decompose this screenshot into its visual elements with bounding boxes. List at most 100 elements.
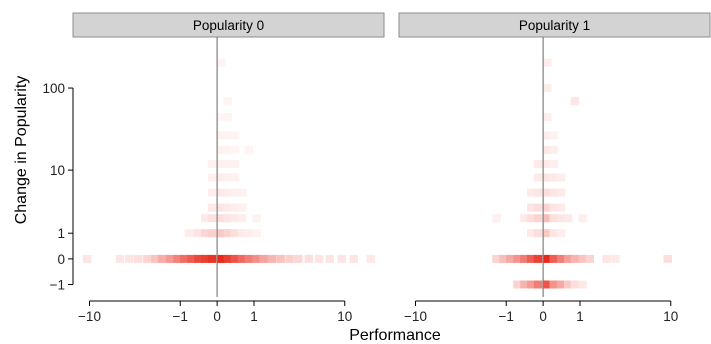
heatmap-cell xyxy=(543,131,552,140)
heatmap-cell xyxy=(543,280,552,289)
heatmap-cell xyxy=(134,254,143,263)
heatmap-cell xyxy=(201,229,210,238)
heatmap-cell xyxy=(223,113,232,122)
heatmap-cells xyxy=(492,58,672,289)
heatmap-cell xyxy=(237,188,247,197)
x-axis-panel-2: −10 −1 0 1 10 xyxy=(404,300,678,324)
heatmap-cell xyxy=(237,214,247,223)
heatmap-cell xyxy=(184,229,194,238)
heatmap-cell xyxy=(556,254,566,263)
heatmap-cell xyxy=(259,254,268,263)
x-tick-label: −1 xyxy=(499,309,514,324)
heatmap-cell xyxy=(527,214,536,223)
heatmap-cell xyxy=(563,280,573,289)
heatmap-cell xyxy=(533,254,543,263)
heatmap-cell xyxy=(543,173,552,182)
heatmap-cell xyxy=(230,203,240,212)
heatmap-cell xyxy=(223,229,232,238)
panel-strip xyxy=(72,12,385,38)
heatmap-cell xyxy=(543,145,552,154)
heatmap-cell xyxy=(207,229,217,238)
heatmap-cell xyxy=(563,254,573,263)
panels-layer: Popularity 0 Popularity 1 xyxy=(72,12,711,297)
heatmap-cell xyxy=(237,254,247,263)
panel-title: Popularity 1 xyxy=(519,18,590,33)
heatmap-cell xyxy=(207,254,217,263)
heatmap-cell xyxy=(314,254,324,263)
heatmap-cell xyxy=(285,254,294,263)
heatmap-cell xyxy=(223,214,232,223)
x-tick-label: 1 xyxy=(576,309,584,324)
heatmap-cell xyxy=(663,254,672,263)
heatmap-cell xyxy=(520,254,529,263)
y-axis-title: Change in Popularity xyxy=(13,76,30,225)
heatmap-cell xyxy=(556,280,566,289)
heatmap-cell xyxy=(230,214,240,223)
x-tick-label: 10 xyxy=(337,309,352,324)
heatmap-cell xyxy=(230,188,240,197)
y-tick-label: −1 xyxy=(50,278,65,293)
heatmap-cell xyxy=(244,145,254,154)
heatmap-cell xyxy=(207,159,217,168)
heatmap-cell xyxy=(294,254,303,263)
heatmap-cell xyxy=(201,214,210,223)
heatmap-cell xyxy=(549,203,558,212)
heatmap-cell xyxy=(304,254,314,263)
heatmap-cell xyxy=(230,173,240,182)
heatmap-cell xyxy=(207,214,217,223)
heatmap-cell xyxy=(556,188,566,197)
heatmap-cell xyxy=(520,214,529,223)
panel-strip xyxy=(398,12,711,38)
heatmap-cell xyxy=(237,203,247,212)
heatmap-cell xyxy=(549,254,558,263)
x-tick-label: 10 xyxy=(663,309,678,324)
heatmap-cell xyxy=(217,214,226,223)
heatmap-cell xyxy=(578,280,587,289)
heatmap-cell xyxy=(492,214,501,223)
heatmap-cell xyxy=(349,254,358,263)
x-tick-label: 0 xyxy=(539,309,547,324)
heatmap-cell xyxy=(207,203,217,212)
heatmap-cell xyxy=(506,254,515,263)
heatmap-cell xyxy=(217,203,226,212)
heatmap-cell xyxy=(207,173,217,182)
heatmap-cell xyxy=(533,203,543,212)
x-tick-label: 1 xyxy=(250,309,258,324)
heatmap-cell xyxy=(527,188,536,197)
heatmap-cell xyxy=(549,229,558,238)
heatmap-cell xyxy=(217,159,226,168)
panel-2: Popularity 1 xyxy=(398,12,711,297)
heatmap-cell xyxy=(230,229,240,238)
heatmap-cell xyxy=(187,254,196,263)
heatmap-cell xyxy=(194,254,203,263)
heatmap-cell xyxy=(217,173,226,182)
x-axes: −10 −1 0 1 10 −10 −1 0 1 10 xyxy=(78,300,678,324)
heatmap-cell xyxy=(492,254,501,263)
x-axis-panel-1: −10 −1 0 1 10 xyxy=(78,300,352,324)
heatmap-cell xyxy=(513,254,522,263)
heatmap-cell xyxy=(217,254,226,263)
heatmap-cell xyxy=(570,254,580,263)
heatmap-cell xyxy=(366,254,376,263)
heatmap-cell xyxy=(223,97,232,106)
x-tick-label: −10 xyxy=(404,309,427,324)
heatmap-cell xyxy=(549,159,558,168)
heatmap-cell xyxy=(533,159,543,168)
heatmap-cell xyxy=(527,229,536,238)
heatmap-cell xyxy=(611,254,620,263)
heatmap-cell xyxy=(578,254,587,263)
heatmap-cell xyxy=(527,254,536,263)
panel-title: Popularity 0 xyxy=(193,18,264,33)
heatmap-cell xyxy=(325,254,334,263)
y-tick-label: 10 xyxy=(50,163,65,178)
heatmap-cell xyxy=(143,254,152,263)
heatmap-cell xyxy=(543,203,552,212)
heatmap-cell xyxy=(223,188,232,197)
heatmap-cell xyxy=(533,188,543,197)
heatmap-cell xyxy=(217,188,226,197)
heatmap-cell xyxy=(252,229,261,238)
heatmap-cell xyxy=(115,254,125,263)
heatmap-cell xyxy=(549,131,558,140)
heatmap-cell xyxy=(217,113,226,122)
